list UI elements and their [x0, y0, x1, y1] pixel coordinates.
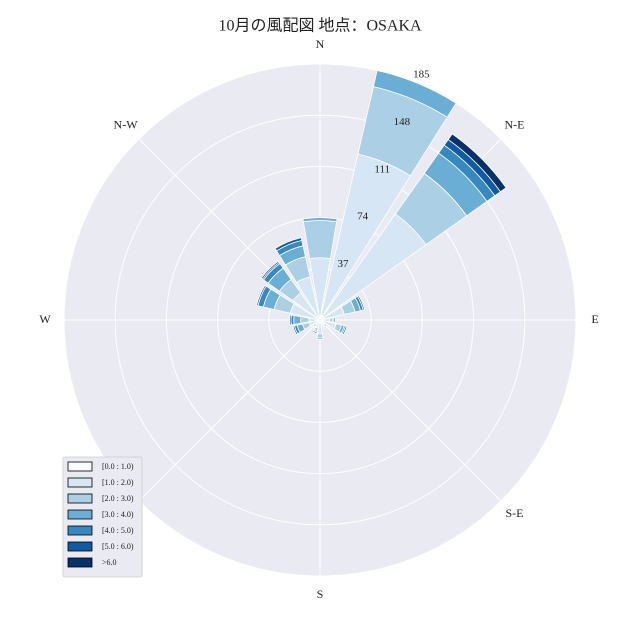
legend-swatch	[67, 477, 93, 488]
legend-swatch	[67, 557, 93, 568]
direction-label: S	[317, 587, 324, 601]
direction-label: E	[591, 312, 598, 326]
wind-bar	[316, 337, 324, 340]
wind-bar	[333, 317, 336, 323]
wind-bar	[356, 295, 365, 311]
wind-bar	[292, 325, 299, 336]
grid-ring	[165, 165, 475, 475]
legend-label: [2.0 : 3.0)	[102, 494, 134, 503]
wind-bar	[293, 315, 302, 325]
wind-bar	[316, 333, 324, 339]
wind-bar	[447, 133, 507, 193]
legend-swatch	[67, 541, 93, 552]
legend-label: [0.0 : 1.0)	[102, 462, 134, 471]
radial-tick-label: 74	[357, 211, 369, 223]
legend-swatch	[67, 461, 93, 472]
radial-tick-label: 111	[374, 163, 390, 175]
wind-bar	[260, 260, 280, 280]
wind-bar	[341, 325, 348, 336]
grid-ring	[63, 63, 577, 577]
legend-label: [5.0 : 6.0)	[102, 542, 134, 551]
wind-bar	[302, 220, 338, 260]
legend-swatch	[67, 525, 93, 536]
direction-label: N	[316, 37, 325, 51]
wind-bar	[300, 316, 310, 324]
grid-ring	[114, 114, 526, 526]
wind-bar	[312, 323, 317, 328]
wind-bar	[302, 217, 338, 223]
spoke-line	[138, 319, 321, 502]
legend-label: >6.0	[102, 558, 117, 567]
legend-swatch	[67, 509, 93, 520]
direction-label: N-W	[114, 117, 139, 131]
wind-bar	[274, 237, 303, 252]
direction-label: N-E	[504, 117, 524, 131]
wind-bar	[372, 69, 457, 118]
legend-label: [4.0 : 5.0)	[102, 526, 134, 535]
spoke-line	[319, 319, 502, 502]
radial-tick-label: 37	[338, 258, 350, 270]
legend-label: [3.0 : 4.0)	[102, 510, 134, 519]
wind-bar	[256, 284, 267, 307]
legend: [0.0 : 1.0) [1.0 : 2.0) [2.0 : 3.0) [3.0 : …	[62, 456, 143, 578]
radial-tick-label: 185	[413, 69, 430, 81]
wind-bar	[289, 314, 292, 326]
radial-tick-label: 148	[394, 116, 411, 128]
legend-label: [1.0 : 2.0)	[102, 478, 134, 487]
wind-bar	[312, 329, 318, 334]
chart-title: 10月の風配図 地点：OSAKA	[218, 17, 422, 35]
wind-bar	[323, 323, 328, 328]
direction-label: W	[39, 312, 51, 326]
direction-label: S-E	[505, 506, 523, 520]
legend-swatch	[67, 493, 93, 504]
